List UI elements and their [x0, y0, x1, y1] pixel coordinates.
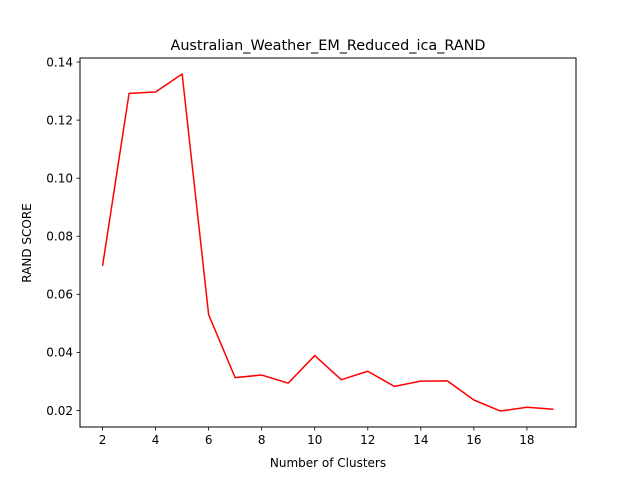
x-axis: 2 4 6 8 10 12 14 16 18 — [99, 427, 535, 447]
plot-frame — [79, 57, 577, 428]
x-tick-label: 12 — [360, 433, 375, 447]
x-tick-label: 14 — [413, 433, 428, 447]
y-tick-label: 0.12 — [46, 113, 73, 127]
y-tick-label: 0.02 — [46, 404, 73, 418]
x-tick-label: 6 — [205, 433, 213, 447]
x-tick-label: 8 — [258, 433, 266, 447]
chart-title: Australian_Weather_EM_Reduced_ica_RAND — [170, 38, 485, 54]
y-tick-label: 0.06 — [46, 288, 73, 302]
plot-area — [79, 57, 577, 428]
x-tick-label: 16 — [466, 433, 481, 447]
y-tick-label: 0.10 — [46, 171, 73, 185]
y-axis-label: RAND SCORE — [20, 203, 34, 282]
series-line-0 — [101, 73, 554, 412]
y-tick-label: 0.08 — [46, 230, 73, 244]
y-tick-label: 0.04 — [46, 346, 73, 360]
y-tick-label: 0.14 — [46, 55, 73, 69]
y-axis: 0.02 0.04 0.06 0.08 0.10 0.12 0.14 — [46, 55, 80, 418]
x-tick-label: 4 — [152, 433, 160, 447]
x-tick-label: 10 — [307, 433, 322, 447]
x-axis-label: Number of Clusters — [270, 456, 386, 470]
x-tick-label: 2 — [99, 433, 107, 447]
x-tick-label: 18 — [519, 433, 534, 447]
